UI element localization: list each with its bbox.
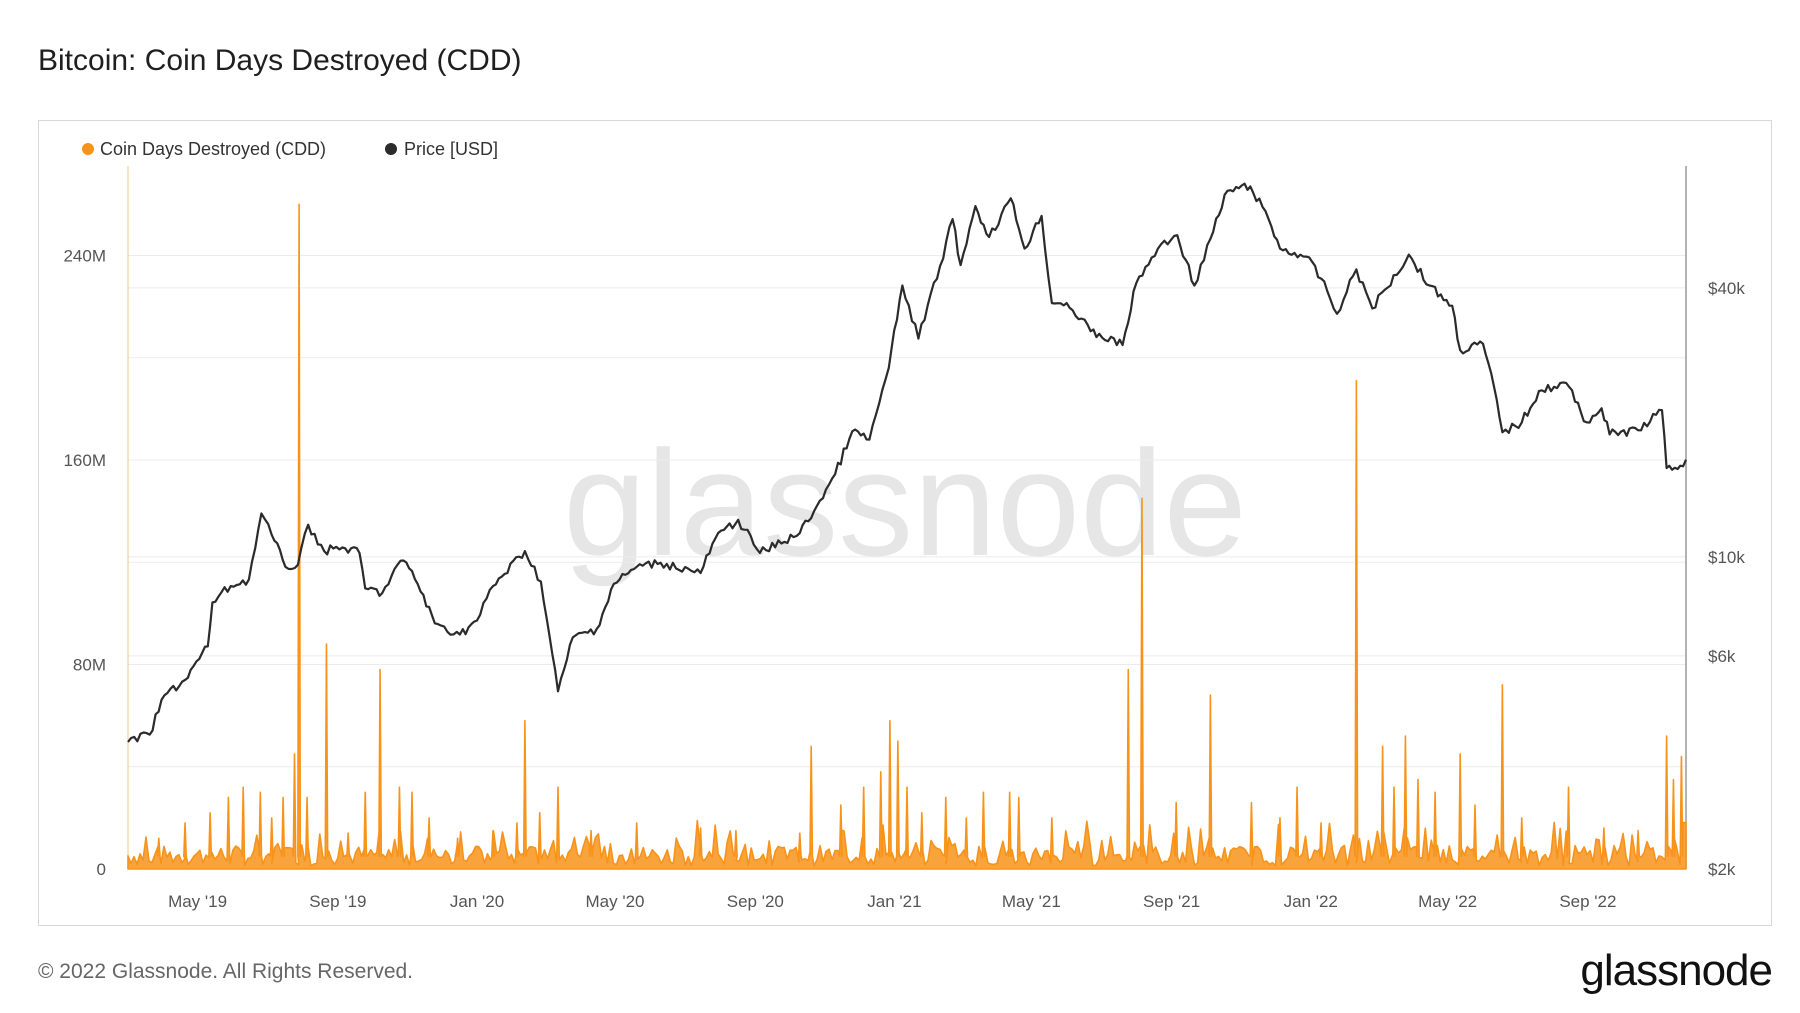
y-right-tick-label: $2k: [1708, 860, 1736, 879]
x-tick-label: Jan '20: [450, 892, 504, 911]
legend-marker-price: [385, 143, 397, 155]
y-left-tick-label: 160M: [63, 451, 106, 470]
y-left-tick-label: 0: [97, 860, 106, 879]
chart-frame: [38, 120, 1772, 926]
legend-label-cdd: Coin Days Destroyed (CDD): [100, 139, 326, 159]
x-tick-label: Sep '22: [1559, 892, 1616, 911]
y-right-tick-label: $10k: [1708, 548, 1745, 567]
watermark-text: glassnode: [563, 419, 1247, 587]
y-left-tick-label: 80M: [73, 655, 106, 674]
x-tick-label: May '19: [168, 892, 227, 911]
x-tick-label: Sep '19: [309, 892, 366, 911]
cdd-series-area: [127, 203, 1687, 870]
page-title: Bitcoin: Coin Days Destroyed (CDD): [38, 44, 522, 77]
x-tick-label: Sep '20: [727, 892, 784, 911]
price-series-line: [127, 182, 1688, 743]
x-tick-label: Sep '21: [1143, 892, 1200, 911]
legend-label-price: Price [USD]: [404, 139, 498, 159]
y-right-tick-label: $40k: [1708, 279, 1745, 298]
x-tick-label: May '20: [586, 892, 645, 911]
x-tick-label: May '22: [1418, 892, 1477, 911]
legend-marker-cdd: [82, 143, 94, 155]
x-tick-label: May '21: [1002, 892, 1061, 911]
x-tick-label: Jan '21: [867, 892, 921, 911]
copyright-footer: © 2022 Glassnode. All Rights Reserved.: [38, 960, 414, 983]
glassnode-logo[interactable]: glassnode: [1580, 946, 1773, 995]
y-right-tick-label: $6k: [1708, 647, 1736, 666]
y-left-tick-label: 240M: [63, 246, 106, 265]
x-tick-label: Jan '22: [1284, 892, 1338, 911]
